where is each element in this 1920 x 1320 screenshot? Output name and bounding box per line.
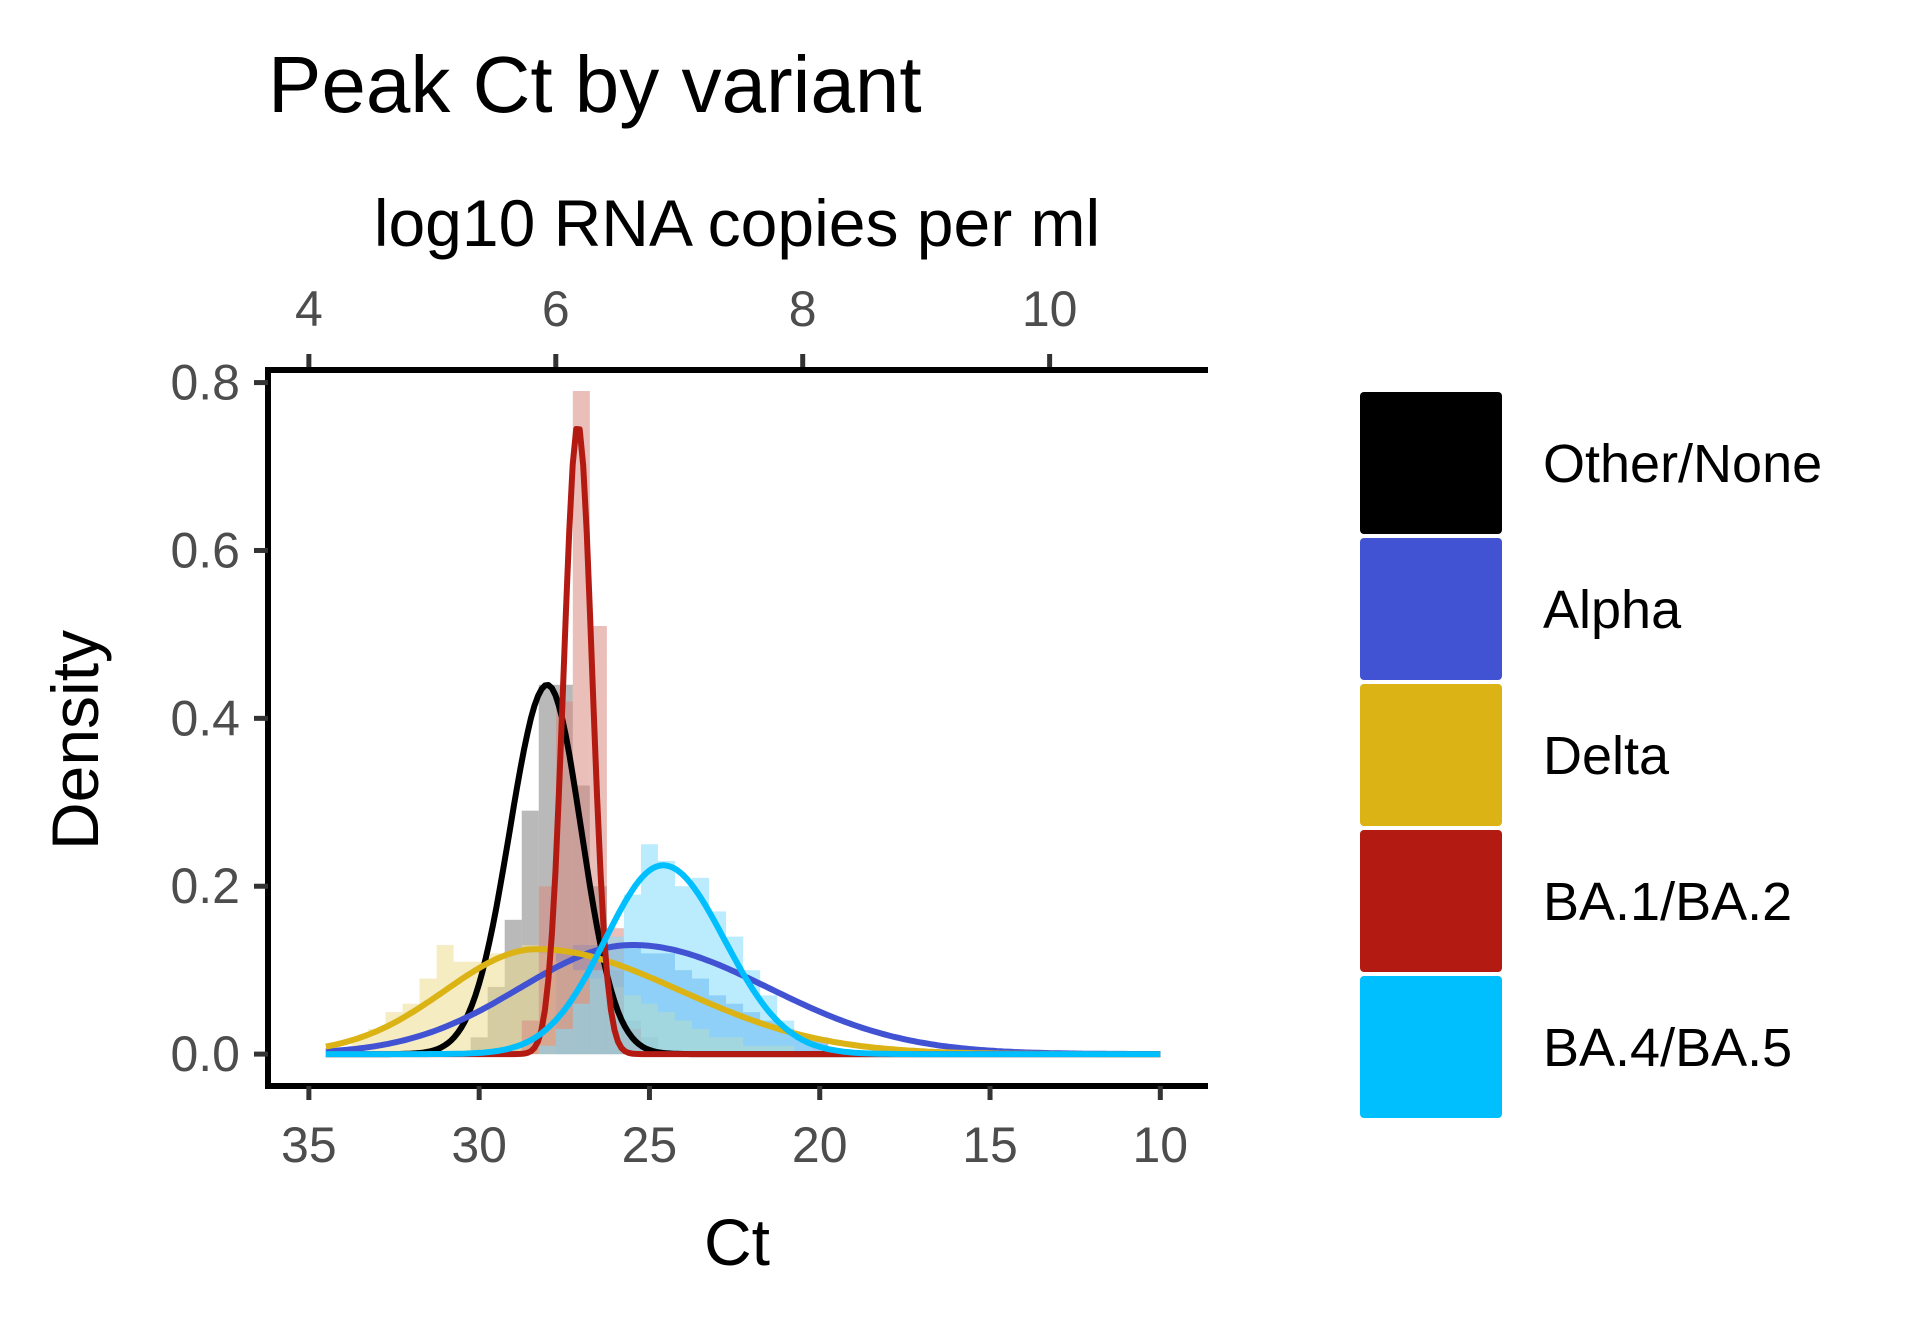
histogram-bar [623, 894, 641, 1055]
x-tick-label: 10 [1133, 1117, 1189, 1173]
density-curve-ba-4-ba-5 [325, 862, 1161, 1058]
legend-label-ba-1-ba-2: BA.1/BA.2 [1543, 872, 1792, 932]
legend-key-other-none [1360, 392, 1502, 534]
chart-title: Peak Ct by variant [268, 40, 922, 129]
histogram-bar [504, 953, 522, 1055]
legend-key-delta [1360, 684, 1502, 826]
y-axis-title: Density [38, 630, 112, 850]
histogram-bar [419, 978, 437, 1055]
histogram-bar [674, 886, 693, 1055]
legend: Other/None Alpha Delta BA.1/BA.2 BA.4/BA.5 [1360, 392, 1822, 1118]
legend-label-other-none: Other/None [1543, 434, 1822, 494]
x-axis-title: Ct [704, 1205, 770, 1279]
y-tick-label: 0.8 [170, 355, 240, 411]
top-tick-label: 6 [542, 281, 570, 337]
top-axis-title: log10 RNA copies per ml [374, 186, 1100, 260]
top-axis: 4 6 8 10 [295, 281, 1077, 370]
x-tick-label: 35 [281, 1117, 337, 1173]
legend-key-alpha [1360, 538, 1502, 680]
histogram-bar [709, 911, 727, 1055]
top-tick-label: 4 [295, 281, 323, 337]
histogram-bar [657, 861, 675, 1055]
histogram-bar [572, 1003, 590, 1055]
top-tick-label: 10 [1022, 281, 1078, 337]
histogram-bar [538, 1045, 556, 1055]
x-tick-label: 30 [451, 1117, 507, 1173]
legend-label-alpha: Alpha [1543, 580, 1682, 640]
x-tick-label: 20 [792, 1117, 848, 1173]
y-tick-label: 0.4 [170, 690, 240, 746]
legend-label-delta: Delta [1543, 726, 1670, 786]
histogram-bar [589, 970, 607, 1055]
legend-key-ba-1-ba-2 [1360, 830, 1502, 972]
y-tick-label: 0.2 [170, 858, 240, 914]
y-tick-label: 0.0 [170, 1026, 240, 1082]
axes: 0.0 0.2 0.4 0.6 0.8 35 30 25 20 15 10 [170, 355, 1208, 1173]
plot-area [325, 390, 1161, 1058]
x-tick-label: 25 [622, 1117, 678, 1173]
histogram-bar [555, 1028, 573, 1055]
x-tick-label: 15 [962, 1117, 1018, 1173]
top-tick-label: 8 [789, 281, 817, 337]
y-tick-label: 0.6 [170, 522, 240, 578]
histogram-bar [692, 877, 710, 1055]
legend-key-ba-4-ba-5 [1360, 976, 1502, 1118]
legend-label-ba-4-ba-5: BA.4/BA.5 [1543, 1018, 1792, 1078]
histogram-bar [640, 844, 658, 1055]
